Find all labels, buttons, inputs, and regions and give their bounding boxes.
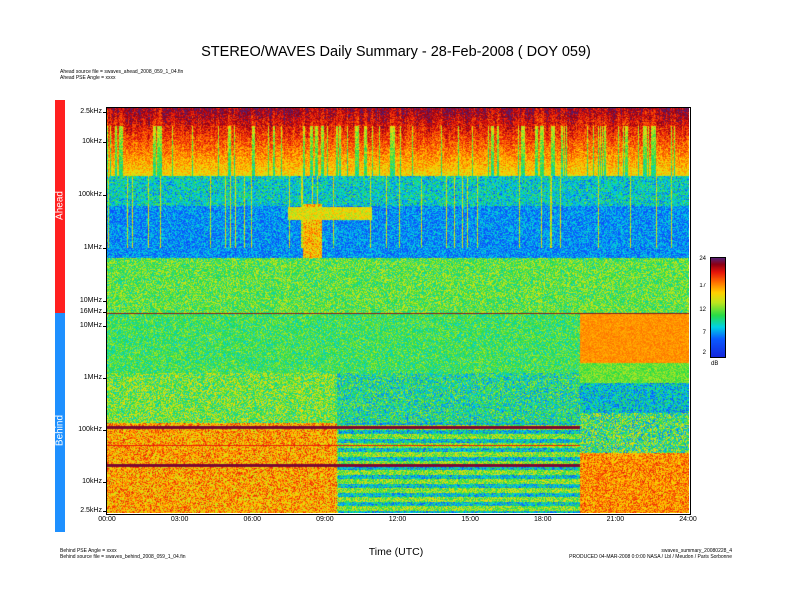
colorbar-tick-label: 12: [699, 307, 706, 313]
behind-y-tick-label: 1MHz: [83, 374, 102, 381]
summary-file-name: swaves_summary_20080228_4: [661, 548, 732, 554]
y-tick-mark: [103, 482, 107, 483]
ahead-y-tick-label: 16MHz: [79, 308, 102, 315]
ahead-y-tick-label: 100kHz: [78, 191, 102, 198]
y-tick-mark: [103, 301, 107, 302]
behind-pse-angle: Behind PSE Angle = xxxx: [60, 548, 117, 554]
plot-frame: [106, 107, 691, 515]
colorbar-tick-label: 7: [702, 330, 706, 336]
behind-side-bar: [55, 313, 65, 532]
page-title: STEREO/WAVES Daily Summary - 28-Feb-2008…: [201, 44, 591, 60]
behind-y-tick-label: 10kHz: [82, 478, 102, 485]
spectrogram-plot: [107, 108, 689, 513]
ahead-y-tick-label: 2.5kHz: [80, 108, 102, 115]
ahead-y-tick-label: 10MHz: [79, 297, 102, 304]
behind-source-file: Behind source file = swaves_behind_2008_…: [60, 554, 186, 560]
y-tick-mark: [103, 248, 107, 249]
x-axis-label: Time (UTC): [368, 546, 424, 558]
ahead-y-tick-label: 10kHz: [82, 138, 102, 145]
ahead-source-file: Ahead source file = swaves_ahead_2008_05…: [60, 69, 184, 75]
y-tick-mark: [103, 195, 107, 196]
colorbar-tick-label: 17: [699, 283, 706, 289]
y-tick-mark: [103, 112, 107, 113]
y-tick-mark: [103, 312, 107, 313]
x-tick-label: 24:00: [679, 516, 697, 523]
colorbar-unit: dB: [711, 361, 719, 367]
x-tick-label: 21:00: [606, 516, 625, 523]
production-note: PRODUCED 04-MAR-2008 0:0:00 NASA / Lbl /…: [569, 554, 732, 560]
x-tick-label: 12:00: [388, 516, 407, 523]
y-tick-mark: [103, 511, 107, 512]
x-tick-label: 18:00: [533, 516, 552, 523]
ahead-side-bar: [55, 100, 65, 313]
x-tick-label: 15:00: [461, 516, 479, 523]
x-tick-label: 00:00: [98, 516, 116, 523]
behind-y-tick-label: 10MHz: [79, 322, 102, 329]
ahead-panel-label: Ahead: [54, 191, 66, 220]
y-tick-mark: [103, 378, 107, 379]
behind-y-tick-label: 2.5kHz: [80, 507, 102, 514]
ahead-y-tick-label: 1MHz: [83, 244, 102, 251]
y-tick-mark: [103, 430, 107, 431]
x-tick-label: 06:00: [243, 516, 262, 523]
y-tick-mark: [103, 142, 107, 143]
colorbar-tick-label: 24: [699, 256, 706, 262]
y-tick-mark: [103, 326, 107, 327]
colorbar: [710, 257, 726, 358]
ahead-pse-angle: Ahead PSE Angle = xxxx: [60, 75, 116, 81]
colorbar-tick-label: 2: [702, 350, 706, 356]
x-tick-label: 09:00: [316, 516, 334, 523]
x-tick-label: 03:00: [170, 516, 189, 523]
behind-y-tick-label: 100kHz: [78, 426, 102, 433]
